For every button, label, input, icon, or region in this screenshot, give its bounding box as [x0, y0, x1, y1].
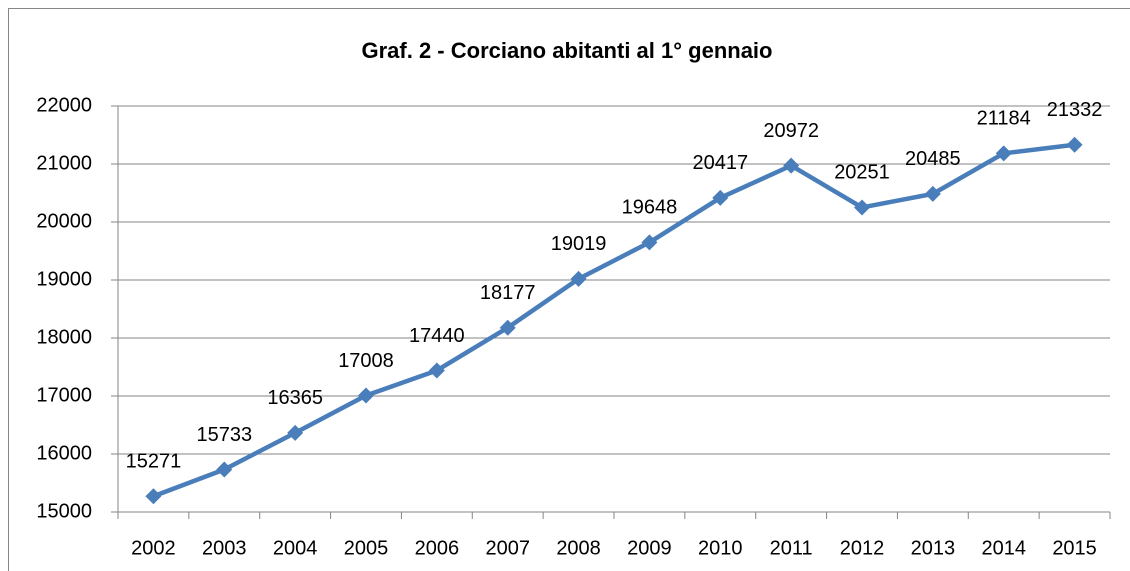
data-label: 15271	[126, 451, 182, 473]
data-point	[641, 234, 658, 251]
data-label: 20972	[763, 120, 819, 142]
x-tick-label: 2007	[485, 537, 530, 559]
data-label: 17008	[338, 350, 394, 372]
y-tick-label: 18000	[36, 326, 92, 348]
data-label: 20417	[692, 152, 748, 174]
data-label: 20485	[905, 148, 961, 170]
x-tick-label: 2005	[344, 537, 389, 559]
data-label: 17440	[409, 325, 465, 347]
chart-border	[8, 8, 1130, 571]
data-label: 21332	[1047, 99, 1103, 121]
data-point	[428, 362, 445, 379]
data-label: 21184	[977, 108, 1031, 130]
y-tick-label: 16000	[36, 442, 92, 464]
data-point	[145, 488, 162, 505]
y-tick-label: 20000	[36, 210, 92, 232]
data-label: 20251	[834, 162, 890, 184]
x-tick-label: 2008	[556, 537, 601, 559]
data-point	[216, 461, 233, 478]
y-tick-label: 17000	[36, 384, 92, 406]
data-label: 18177	[480, 282, 536, 304]
data-label: 16365	[267, 387, 323, 409]
x-tick-label: 2010	[698, 537, 743, 559]
x-tick-label: 2002	[131, 537, 176, 559]
data-label: 15733	[196, 424, 252, 446]
data-point	[570, 270, 587, 287]
y-tick-label: 19000	[36, 268, 92, 290]
data-line	[152, 142, 1075, 499]
data-point	[712, 189, 729, 206]
x-tick-label: 2004	[273, 537, 318, 559]
x-tick-label: 2013	[911, 537, 956, 559]
x-tick-label: 2012	[840, 537, 885, 559]
data-point	[854, 199, 870, 216]
data-point	[358, 387, 374, 404]
y-tick-label: 22000	[36, 94, 92, 116]
data-label: 19648	[622, 197, 678, 219]
data-point	[924, 185, 941, 202]
data-point	[783, 157, 800, 174]
data-point	[995, 145, 1012, 162]
data-point	[499, 319, 516, 336]
y-tick-label: 15000	[36, 500, 92, 522]
x-tick-label: 2014	[981, 537, 1026, 559]
x-tick-label: 2011	[770, 537, 813, 559]
x-tick-label: 2015	[1052, 537, 1097, 559]
x-tick-label: 2003	[202, 537, 247, 559]
data-point	[287, 424, 304, 441]
y-tick-label: 21000	[36, 152, 92, 174]
data-label: 19019	[551, 233, 607, 255]
x-tick-label: 2009	[627, 537, 672, 559]
x-tick-label: 2006	[415, 537, 460, 559]
chart-title: Graf. 2 - Corciano abitanti al 1° gennai…	[362, 38, 773, 63]
data-point	[1066, 136, 1083, 153]
